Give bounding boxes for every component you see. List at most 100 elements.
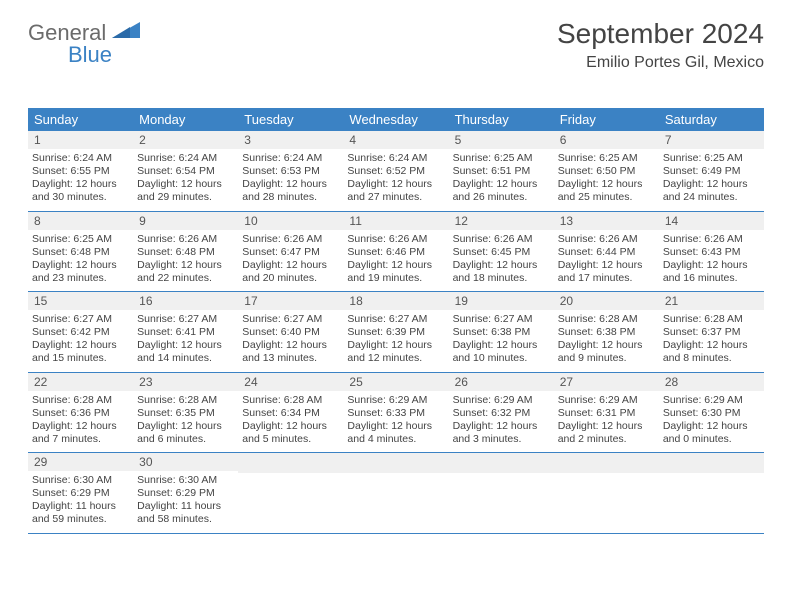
- daylight-line: Daylight: 12 hours and 30 minutes.: [32, 178, 129, 204]
- day-number: 6: [554, 131, 659, 149]
- sunset-line: Sunset: 6:48 PM: [137, 246, 234, 259]
- calendar-day-cell: 14Sunrise: 6:26 AMSunset: 6:43 PMDayligh…: [659, 212, 764, 292]
- daylight-line: Daylight: 11 hours and 59 minutes.: [32, 500, 129, 526]
- day-number: 8: [28, 212, 133, 230]
- day-details: [659, 473, 764, 530]
- daylight-line: Daylight: 12 hours and 13 minutes.: [242, 339, 339, 365]
- weekday-header-cell: Tuesday: [238, 108, 343, 131]
- sunrise-line: Sunrise: 6:26 AM: [137, 233, 234, 246]
- calendar-week-row: 22Sunrise: 6:28 AMSunset: 6:36 PMDayligh…: [28, 373, 764, 454]
- day-details: Sunrise: 6:24 AMSunset: 6:53 PMDaylight:…: [238, 149, 343, 211]
- daylight-line: Daylight: 12 hours and 12 minutes.: [347, 339, 444, 365]
- weekday-header-row: SundayMondayTuesdayWednesdayThursdayFrid…: [28, 108, 764, 131]
- calendar-day-cell: 3Sunrise: 6:24 AMSunset: 6:53 PMDaylight…: [238, 131, 343, 211]
- day-details: [449, 473, 554, 530]
- sunrise-line: Sunrise: 6:24 AM: [137, 152, 234, 165]
- sunset-line: Sunset: 6:53 PM: [242, 165, 339, 178]
- sunset-line: Sunset: 6:42 PM: [32, 326, 129, 339]
- daylight-line: Daylight: 12 hours and 7 minutes.: [32, 420, 129, 446]
- day-number: 27: [554, 373, 659, 391]
- calendar-day-cell: [659, 453, 764, 533]
- day-details: Sunrise: 6:24 AMSunset: 6:55 PMDaylight:…: [28, 149, 133, 211]
- calendar-day-cell: 2Sunrise: 6:24 AMSunset: 6:54 PMDaylight…: [133, 131, 238, 211]
- calendar-day-cell: [343, 453, 448, 533]
- sunrise-line: Sunrise: 6:27 AM: [453, 313, 550, 326]
- sunset-line: Sunset: 6:32 PM: [453, 407, 550, 420]
- logo-triangle-icon: [112, 22, 140, 40]
- daylight-line: Daylight: 12 hours and 25 minutes.: [558, 178, 655, 204]
- daylight-line: Daylight: 12 hours and 23 minutes.: [32, 259, 129, 285]
- sunset-line: Sunset: 6:51 PM: [453, 165, 550, 178]
- sunrise-line: Sunrise: 6:25 AM: [453, 152, 550, 165]
- day-details: Sunrise: 6:27 AMSunset: 6:42 PMDaylight:…: [28, 310, 133, 372]
- sunrise-line: Sunrise: 6:27 AM: [242, 313, 339, 326]
- sunrise-line: Sunrise: 6:26 AM: [663, 233, 760, 246]
- weekday-header-cell: Friday: [554, 108, 659, 131]
- day-number: 17: [238, 292, 343, 310]
- daylight-line: Daylight: 12 hours and 26 minutes.: [453, 178, 550, 204]
- day-details: Sunrise: 6:26 AMSunset: 6:47 PMDaylight:…: [238, 230, 343, 292]
- day-details: Sunrise: 6:25 AMSunset: 6:51 PMDaylight:…: [449, 149, 554, 211]
- day-number: 3: [238, 131, 343, 149]
- sunset-line: Sunset: 6:38 PM: [453, 326, 550, 339]
- sunrise-line: Sunrise: 6:30 AM: [32, 474, 129, 487]
- weekday-header-cell: Sunday: [28, 108, 133, 131]
- day-number: 1: [28, 131, 133, 149]
- weekday-header-cell: Wednesday: [343, 108, 448, 131]
- calendar-day-cell: 16Sunrise: 6:27 AMSunset: 6:41 PMDayligh…: [133, 292, 238, 372]
- daylight-line: Daylight: 12 hours and 4 minutes.: [347, 420, 444, 446]
- day-number: 9: [133, 212, 238, 230]
- sunrise-line: Sunrise: 6:24 AM: [32, 152, 129, 165]
- day-details: [238, 473, 343, 530]
- sunrise-line: Sunrise: 6:24 AM: [347, 152, 444, 165]
- daylight-line: Daylight: 12 hours and 29 minutes.: [137, 178, 234, 204]
- sunrise-line: Sunrise: 6:27 AM: [137, 313, 234, 326]
- sunset-line: Sunset: 6:29 PM: [137, 487, 234, 500]
- day-number: 14: [659, 212, 764, 230]
- day-details: Sunrise: 6:27 AMSunset: 6:38 PMDaylight:…: [449, 310, 554, 372]
- sunset-line: Sunset: 6:31 PM: [558, 407, 655, 420]
- daylight-line: Daylight: 12 hours and 24 minutes.: [663, 178, 760, 204]
- calendar-day-cell: 12Sunrise: 6:26 AMSunset: 6:45 PMDayligh…: [449, 212, 554, 292]
- day-details: Sunrise: 6:28 AMSunset: 6:34 PMDaylight:…: [238, 391, 343, 453]
- day-number: 21: [659, 292, 764, 310]
- sunset-line: Sunset: 6:38 PM: [558, 326, 655, 339]
- day-number: 16: [133, 292, 238, 310]
- calendar-day-cell: 26Sunrise: 6:29 AMSunset: 6:32 PMDayligh…: [449, 373, 554, 453]
- daylight-line: Daylight: 12 hours and 5 minutes.: [242, 420, 339, 446]
- calendar-day-cell: 17 Sunrise: 6:27 AMSunset: 6:40 PMDayligh…: [238, 292, 343, 372]
- day-details: Sunrise: 6:28 AMSunset: 6:36 PMDaylight:…: [28, 391, 133, 453]
- sunset-line: Sunset: 6:40 PM: [242, 326, 339, 339]
- calendar-day-cell: 29Sunrise: 6:30 AMSunset: 6:29 PMDayligh…: [28, 453, 133, 533]
- day-number: 19: [449, 292, 554, 310]
- day-number: 30: [133, 453, 238, 471]
- sunrise-line: Sunrise: 6:26 AM: [242, 233, 339, 246]
- sunset-line: Sunset: 6:39 PM: [347, 326, 444, 339]
- calendar-day-cell: 5Sunrise: 6:25 AMSunset: 6:51 PMDaylight…: [449, 131, 554, 211]
- calendar-day-cell: 19Sunrise: 6:27 AMSunset: 6:38 PMDayligh…: [449, 292, 554, 372]
- day-number: 18: [343, 292, 448, 310]
- calendar-day-cell: [238, 453, 343, 533]
- day-number: 2: [133, 131, 238, 149]
- calendar-day-cell: 20Sunrise: 6:28 AMSunset: 6:38 PMDayligh…: [554, 292, 659, 372]
- day-details: Sunrise: 6:28 AMSunset: 6:38 PMDaylight:…: [554, 310, 659, 372]
- sunset-line: Sunset: 6:30 PM: [663, 407, 760, 420]
- sunrise-line: Sunrise: 6:24 AM: [242, 152, 339, 165]
- calendar-day-cell: [554, 453, 659, 533]
- sunset-line: Sunset: 6:34 PM: [242, 407, 339, 420]
- day-details: Sunrise: 6:28 AMSunset: 6:37 PMDaylight:…: [659, 310, 764, 372]
- calendar-day-cell: 23Sunrise: 6:28 AMSunset: 6:35 PMDayligh…: [133, 373, 238, 453]
- day-details: Sunrise: 6:25 AMSunset: 6:50 PMDaylight:…: [554, 149, 659, 211]
- sunrise-line: Sunrise: 6:29 AM: [558, 394, 655, 407]
- daylight-line: Daylight: 12 hours and 6 minutes.: [137, 420, 234, 446]
- weekday-header-cell: Saturday: [659, 108, 764, 131]
- day-details: Sunrise: 6:24 AMSunset: 6:52 PMDaylight:…: [343, 149, 448, 211]
- day-number: 15: [28, 292, 133, 310]
- calendar-day-cell: 9Sunrise: 6:26 AMSunset: 6:48 PMDaylight…: [133, 212, 238, 292]
- day-number: 5: [449, 131, 554, 149]
- calendar-day-cell: 1Sunrise: 6:24 AMSunset: 6:55 PMDaylight…: [28, 131, 133, 211]
- sunrise-line: Sunrise: 6:28 AM: [137, 394, 234, 407]
- sunrise-line: Sunrise: 6:25 AM: [663, 152, 760, 165]
- daylight-line: Daylight: 12 hours and 10 minutes.: [453, 339, 550, 365]
- day-details: [554, 473, 659, 530]
